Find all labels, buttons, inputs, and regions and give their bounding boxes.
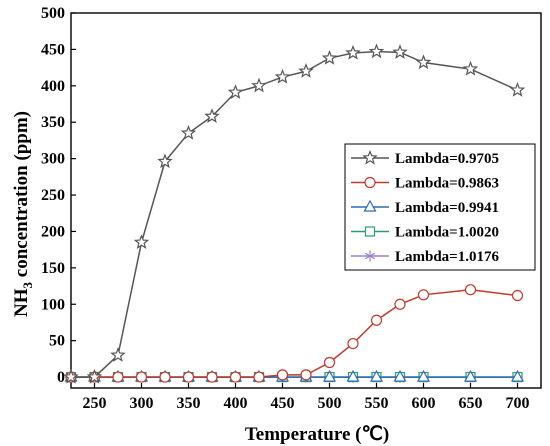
- series-1-point-5: [180, 124, 197, 140]
- series-1-point-6: [204, 108, 220, 124]
- legend-marker-3: [363, 199, 377, 212]
- series-1-point-1: [86, 368, 103, 384]
- legend-marker-5: [364, 250, 376, 262]
- series-2-point-4: [159, 371, 171, 383]
- y-tick-label-100: 100: [41, 296, 65, 313]
- legend-marker-1: [362, 149, 378, 165]
- series-2-point-3: [135, 371, 148, 383]
- y-tick-label-500: 500: [41, 5, 65, 22]
- series-1-point-12: [345, 44, 361, 60]
- legend-label-2: Lambda=0.9863: [395, 176, 499, 192]
- y-tick-label-350: 350: [41, 114, 65, 131]
- y-tick-label-200: 200: [41, 223, 65, 240]
- series-1-point-8: [251, 77, 267, 93]
- x-tick-label-700: 700: [506, 395, 530, 412]
- legend-label-3: Lambda=0.9941: [395, 200, 499, 216]
- y-tick-label-0: 0: [57, 369, 65, 386]
- series-1-point-0: [63, 368, 79, 384]
- x-tick-label-650: 650: [459, 395, 483, 412]
- series-1-point-2: [110, 347, 126, 362]
- series-2-point-6: [206, 371, 218, 383]
- series-2-line: [71, 288, 518, 378]
- x-tick-label-600: 600: [412, 395, 436, 412]
- series-3-point-17: [510, 369, 525, 382]
- y-tick-label-450: 450: [41, 41, 65, 58]
- series-3-point-11: [322, 369, 337, 382]
- series-3: [64, 369, 525, 382]
- x-tick-label-500: 500: [318, 395, 342, 412]
- series-1-point-17: [509, 82, 526, 97]
- y-tick-label-150: 150: [41, 260, 65, 277]
- plot-frame: [70, 12, 542, 389]
- series-2-point-12: [347, 337, 359, 350]
- legend-label-4: Lambda=1.0020: [395, 225, 499, 241]
- series-3-point-12: [346, 369, 360, 382]
- series-2-point-9: [276, 369, 289, 381]
- series-2-point-15: [417, 289, 430, 301]
- series-1-point-11: [321, 49, 338, 65]
- x-tick-label-250: 250: [83, 395, 107, 412]
- y-tick-label-250: 250: [41, 187, 65, 204]
- series-2: [65, 284, 524, 383]
- series-3-point-15: [416, 369, 431, 382]
- y-axis-title: NH3 concentration (ppm): [11, 111, 35, 317]
- legend: Lambda=0.9705 Lambda=0.9863 Lambda=0.9941 L…: [344, 143, 536, 271]
- legend-marker-2: [364, 176, 376, 189]
- x-tick-label-350: 350: [177, 395, 201, 412]
- x-tick-label-400: 400: [224, 395, 248, 412]
- series-1-point-4: [157, 153, 173, 169]
- series-3-point-14: [393, 369, 407, 382]
- legend-label-5: Lambda=1.0176: [395, 249, 499, 265]
- series-1-point-16: [462, 60, 479, 76]
- series-2-point-2: [112, 371, 124, 383]
- series-1-point-3: [133, 234, 150, 249]
- series-1: [63, 43, 526, 384]
- y-tick-label-300: 300: [41, 151, 65, 168]
- series-2-point-17: [511, 289, 524, 302]
- series-1-point-7: [227, 84, 244, 99]
- series-2-point-16: [464, 284, 477, 296]
- legend-marker-4: [364, 226, 376, 237]
- x-tick-label-300: 300: [130, 395, 154, 412]
- series-1-point-9: [274, 68, 291, 84]
- series-1-point-13: [368, 43, 385, 59]
- x-tick-label-450: 450: [271, 395, 295, 412]
- series-2-point-7: [229, 371, 242, 383]
- series-2-point-13: [370, 314, 383, 326]
- series-2-point-8: [253, 371, 265, 383]
- x-axis-title: Temperature (℃): [245, 424, 389, 445]
- legend-label-1: Lambda=0.9705: [395, 151, 499, 167]
- y-tick-label-50: 50: [49, 333, 65, 350]
- x-tick-label-550: 550: [365, 395, 389, 412]
- series-1-point-10: [298, 63, 314, 78]
- series-2-point-5: [182, 371, 195, 383]
- series-2-point-10: [300, 369, 312, 381]
- series-2-point-11: [323, 356, 336, 369]
- series-2-point-14: [394, 298, 406, 310]
- y-tick-label-400: 400: [41, 78, 65, 95]
- series-1-point-14: [392, 44, 408, 59]
- series-1-point-15: [415, 54, 432, 70]
- series-1-line: [71, 50, 518, 378]
- series-3-point-16: [463, 369, 478, 382]
- series-3-point-13: [369, 369, 384, 382]
